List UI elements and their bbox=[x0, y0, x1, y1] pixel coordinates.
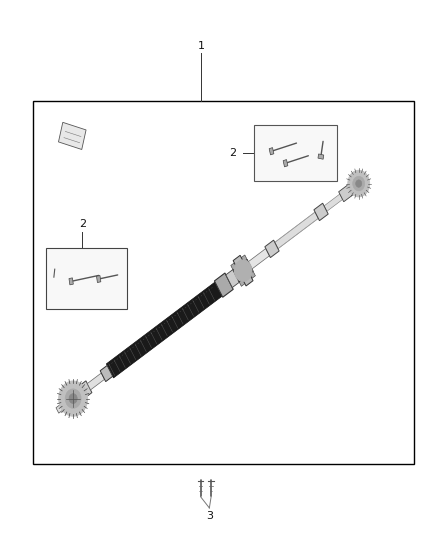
Polygon shape bbox=[265, 240, 279, 257]
Text: 3: 3 bbox=[206, 511, 213, 521]
Circle shape bbox=[59, 381, 88, 416]
Circle shape bbox=[65, 389, 81, 408]
Polygon shape bbox=[233, 260, 253, 282]
Polygon shape bbox=[339, 180, 360, 202]
Polygon shape bbox=[69, 278, 73, 285]
Polygon shape bbox=[215, 273, 233, 297]
Circle shape bbox=[234, 260, 252, 281]
Text: 1: 1 bbox=[198, 41, 205, 51]
Circle shape bbox=[348, 170, 370, 197]
Polygon shape bbox=[248, 248, 269, 269]
Polygon shape bbox=[318, 154, 324, 159]
Polygon shape bbox=[324, 194, 343, 212]
Polygon shape bbox=[100, 366, 113, 382]
Bar bbox=[254, 125, 337, 181]
Polygon shape bbox=[275, 212, 318, 249]
Polygon shape bbox=[314, 203, 328, 221]
Polygon shape bbox=[269, 148, 274, 155]
Bar bbox=[46, 248, 127, 309]
Circle shape bbox=[356, 180, 362, 187]
Polygon shape bbox=[96, 276, 101, 282]
Polygon shape bbox=[231, 255, 255, 286]
Polygon shape bbox=[87, 373, 105, 390]
Text: 2: 2 bbox=[79, 219, 86, 229]
Polygon shape bbox=[226, 270, 239, 287]
Polygon shape bbox=[233, 255, 253, 286]
Polygon shape bbox=[106, 282, 222, 378]
Circle shape bbox=[69, 394, 77, 403]
Text: 2: 2 bbox=[230, 148, 237, 158]
Polygon shape bbox=[59, 123, 86, 149]
Polygon shape bbox=[56, 394, 76, 413]
Polygon shape bbox=[283, 159, 288, 167]
Bar bbox=[33, 101, 414, 464]
Circle shape bbox=[353, 176, 365, 191]
Polygon shape bbox=[72, 381, 92, 403]
